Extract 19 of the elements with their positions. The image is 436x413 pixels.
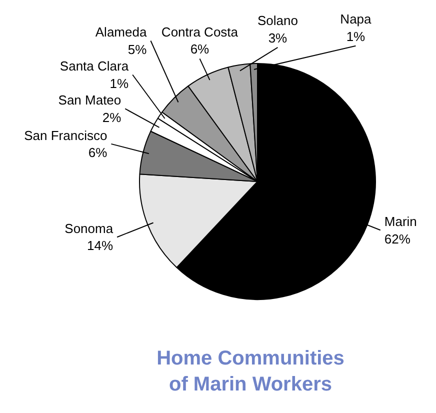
slice-label: Alameda <box>95 24 148 40</box>
slice-label: Santa Clara <box>60 58 130 74</box>
data-label: 62% <box>384 231 411 246</box>
slice-label: Marin <box>384 214 417 230</box>
slice-label: Solano <box>257 13 298 28</box>
data-label: 6% <box>190 42 210 57</box>
data-label: 1% <box>346 28 366 44</box>
text: Home Communities of Marin Workers <box>156 347 344 396</box>
data-label: 14% <box>87 238 114 254</box>
slice-label: San Mateo <box>58 92 122 108</box>
data-label: 1% <box>110 76 130 91</box>
data-label: 3% <box>268 30 288 46</box>
data-label: 6% <box>88 145 108 160</box>
slice-label: San Francisco <box>24 128 108 143</box>
slice-label: Sonoma <box>64 220 114 236</box>
data-label: 5% <box>128 42 148 57</box>
slice-label: Contra Costa <box>161 24 239 40</box>
slice-label: Napa <box>340 12 372 27</box>
data-label: 2% <box>102 110 122 125</box>
